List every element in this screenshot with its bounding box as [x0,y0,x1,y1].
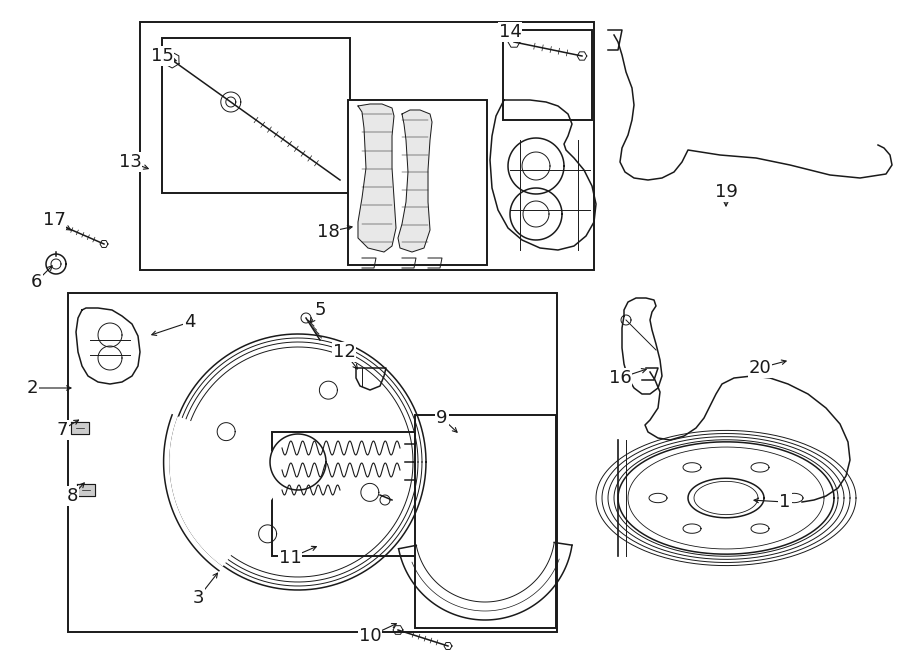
Text: 10: 10 [359,627,382,645]
Text: 2: 2 [26,379,38,397]
Text: 15: 15 [150,47,174,65]
Polygon shape [71,422,89,434]
Text: 16: 16 [608,369,632,387]
Text: 18: 18 [317,223,339,241]
Bar [162,38,350,193]
Text: 11: 11 [279,549,302,567]
Text: 5: 5 [314,301,326,319]
Bar [503,30,592,120]
Text: 19: 19 [715,183,737,201]
Bar [348,100,487,265]
Text: 14: 14 [499,23,521,41]
Text: 20: 20 [749,359,771,377]
Text: 8: 8 [67,487,77,505]
Bar [272,432,420,556]
Polygon shape [358,104,396,252]
Text: 9: 9 [436,409,448,427]
Text: 3: 3 [193,589,203,607]
Polygon shape [77,484,95,496]
Polygon shape [398,110,432,252]
Text: 6: 6 [31,273,41,291]
Text: 13: 13 [119,153,141,171]
Text: 1: 1 [779,493,791,511]
Bar [140,22,594,270]
Bar [415,415,556,628]
Polygon shape [170,417,298,565]
Text: 17: 17 [42,211,66,229]
Bar [68,293,557,632]
Text: 7: 7 [56,421,68,439]
Text: 4: 4 [184,313,196,331]
Text: 12: 12 [333,343,356,361]
